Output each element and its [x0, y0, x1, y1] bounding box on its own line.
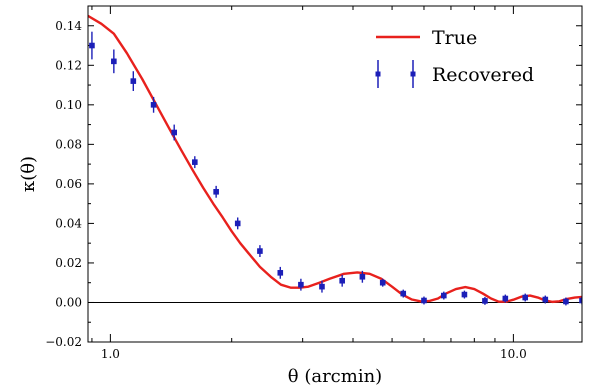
legend: True Recovered: [375, 27, 534, 88]
recovered-point: [359, 270, 366, 283]
recovered-marker: [130, 78, 137, 84]
legend-recovered-marker: [375, 60, 416, 88]
recovered-marker: [277, 270, 284, 276]
recovered-point: [461, 290, 468, 299]
recovered-marker: [257, 248, 263, 254]
recovered-marker: [522, 294, 529, 301]
recovered-point: [130, 71, 137, 91]
recovered-marker: [502, 295, 509, 302]
recovered-marker: [542, 296, 549, 303]
x-tick-label: 10.0: [500, 347, 527, 361]
recovered-marker: [461, 291, 468, 298]
recovered-marker: [319, 283, 325, 290]
x-axis-label: θ (arcmin): [288, 366, 382, 387]
recovered-point: [171, 124, 177, 141]
recovered-marker: [359, 273, 366, 280]
recovered-point: [234, 217, 241, 230]
recovered-marker: [89, 42, 95, 49]
recovered-marker: [400, 290, 407, 297]
recovered-point: [339, 274, 345, 287]
plot-background: [88, 6, 582, 342]
recovered-point: [298, 278, 304, 291]
recovered-point: [111, 49, 117, 74]
recovered-marker: [213, 188, 219, 195]
recovered-marker: [150, 102, 157, 108]
y-tick-label: 0.10: [55, 98, 82, 112]
ticks-layer: −0.02 0.00 0.02 0.04 0.06 0.08 0.10 0.12 0.14 1.0…: [45, 6, 582, 361]
recovered-point: [257, 245, 263, 258]
recovered-point: [89, 31, 95, 60]
y-tick-label: 0.12: [55, 58, 82, 72]
recovered-marker: [234, 220, 241, 227]
recovered-marker: [482, 298, 488, 304]
legend-recovered-point-right: [410, 71, 416, 77]
legend-recovered-label: Recovered: [432, 64, 534, 86]
recovered-point: [379, 278, 386, 287]
legend-true-label: True: [432, 27, 477, 49]
recovered-marker: [111, 58, 117, 65]
recovered-point: [441, 291, 447, 300]
y-tick-label: 0.04: [55, 216, 82, 230]
legend-recovered-point-left: [375, 71, 381, 77]
recovered-marker: [192, 159, 198, 165]
recovered-marker: [579, 297, 582, 304]
recovered-point: [502, 294, 509, 303]
recovered-point: [482, 296, 488, 305]
recovered-marker: [339, 277, 345, 284]
recovered-point: [213, 185, 219, 198]
recovered-marker: [441, 292, 447, 299]
y-tick-label: 0.08: [55, 137, 82, 151]
y-tick-label: −0.02: [45, 335, 82, 349]
recovered-point: [421, 296, 427, 305]
y-tick-label: 0.14: [55, 19, 82, 33]
y-axis-label: κ(θ): [18, 156, 39, 192]
recovered-point: [579, 296, 582, 305]
recovered-marker: [563, 298, 569, 305]
recovered-marker: [421, 297, 427, 304]
recovered-marker: [171, 129, 177, 136]
y-tick-label: 0.00: [55, 295, 82, 309]
series-layer: [88, 14, 582, 306]
recovered-point: [150, 96, 157, 113]
recovered-point: [400, 289, 407, 298]
recovered-point: [563, 297, 569, 306]
y-tick-label: 0.06: [55, 177, 82, 191]
recovered-point: [542, 295, 549, 304]
series-true-line: [88, 14, 582, 304]
recovered-point: [277, 266, 284, 279]
recovered-point: [192, 156, 198, 169]
plot-frame: [87, 5, 583, 343]
recovered-point: [522, 293, 529, 302]
recovered-point: [319, 280, 325, 293]
x-tick-label: 1.0: [101, 347, 120, 361]
recovered-marker: [379, 279, 386, 286]
recovered-marker: [298, 281, 304, 288]
y-tick-label: 0.02: [55, 256, 82, 270]
